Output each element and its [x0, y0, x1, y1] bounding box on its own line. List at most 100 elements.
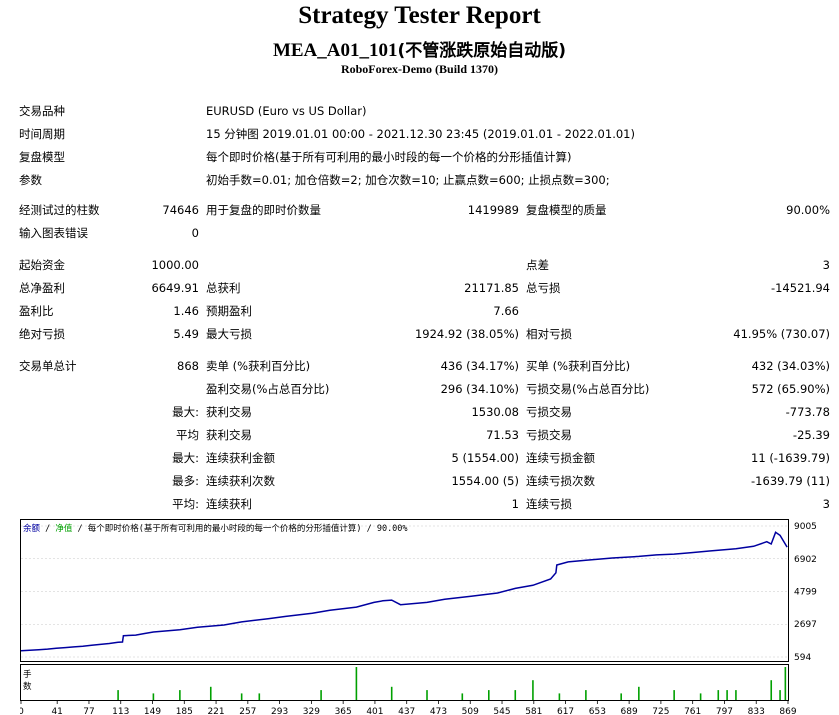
chart-errors-label: 输入图表错误 [19, 226, 88, 240]
x-tick-label: 401 [366, 707, 383, 715]
x-tick-label: 149 [144, 707, 161, 715]
short-positions-value: 436 (34.17%) [440, 359, 519, 373]
profit-trades-label: 盈利交易(%占总百分比) [206, 382, 330, 396]
chart-caption: 余额 / 净值 / 每个即时价格(基于所有可利用的最小时段的每一个价格的分形插值… [23, 522, 408, 534]
max-consecutive-wins-value: 5 (1554.00) [451, 451, 519, 465]
average-consecutive-prefix: 平均: [172, 497, 199, 511]
expert-name-cn: (不管涨跌原始自动版) [397, 41, 567, 61]
x-tick-label: 257 [239, 707, 256, 715]
profit-trades-value: 296 (34.10%) [440, 382, 519, 396]
report-title: Strategy Tester Report [298, 2, 541, 29]
x-tick-label: 653 [589, 707, 606, 715]
expected-payoff-value: 7.66 [493, 304, 519, 318]
absolute-drawdown-value: 5.49 [173, 327, 199, 341]
max-consecutive-wins-label: 连续获利金额 [206, 451, 275, 465]
average-consecutive-wins-label: 连续获利 [206, 497, 252, 511]
short-positions-label: 卖单 (%获利百分比) [206, 359, 311, 373]
plot-frame [20, 519, 789, 662]
y-tick-label: 4799 [794, 588, 817, 598]
largest-loss-label: 亏损交易 [526, 405, 572, 419]
spread-value: 3 [822, 258, 830, 272]
symbol-label: 交易品种 [19, 104, 65, 118]
max-consecutive-profit-value: 1554.00 (5) [451, 474, 519, 488]
period-value: 15 分钟图 2019.01.01 00:00 - 2021.12.30 23:… [206, 127, 635, 141]
gross-profit-value: 21171.85 [464, 281, 519, 295]
absolute-drawdown-label: 绝对亏损 [19, 327, 65, 341]
max-consecutive-profit-label: 连续获利次数 [206, 474, 275, 488]
average-profit-value: 71.53 [486, 428, 519, 442]
maximal-drawdown-value: 1924.92 (38.05%) [414, 327, 519, 341]
x-tick-label: 293 [271, 707, 288, 715]
parameters-value: 初始手数=0.01; 加仓倍数=2; 加仓次数=10; 止赢点数=600; 止损… [206, 173, 610, 187]
largest-loss-value: -773.78 [785, 405, 830, 419]
long-positions-label: 买单 (%获利百分比) [526, 359, 631, 373]
lot-frame [20, 664, 789, 701]
x-tick-label: 869 [779, 707, 796, 715]
gross-profit-label: 总获利 [206, 281, 241, 295]
expected-payoff-label: 预期盈利 [206, 304, 252, 318]
maximal-consecutive-prefix: 最多: [172, 474, 199, 488]
symbol-value: EURUSD (Euro vs US Dollar) [206, 104, 367, 118]
x-tick-label: 365 [335, 707, 352, 715]
total-trades-label: 交易单总计 [19, 359, 77, 373]
report-subtitle: MEA_A01_101(不管涨跌原始自动版) [0, 36, 839, 62]
x-tick-label: 545 [493, 707, 510, 715]
net-profit-label: 总净盈利 [19, 281, 65, 295]
x-tick-label: 437 [398, 707, 415, 715]
period-label: 时间周期 [19, 127, 65, 141]
max-consecutive-losses-label: 连续亏损金额 [526, 451, 595, 465]
caption-description: / 每个即时价格(基于所有可利用的最小时段的每一个价格的分形插值计算) / 90… [72, 524, 408, 534]
y-tick-label: 594 [794, 653, 811, 663]
net-profit-value: 6649.91 [151, 281, 199, 295]
maximal-drawdown-label: 最大亏损 [206, 327, 252, 341]
balance-chart-svg: 9005 6902 4799 2697 594 0 41 77 113 149 185 221 257… [20, 519, 817, 715]
parameters-label: 参数 [19, 173, 42, 187]
total-trades-value: 868 [177, 359, 199, 373]
model-quality-value: 90.00% [786, 203, 830, 217]
x-tick-label: 581 [525, 707, 542, 715]
gross-loss-value: -14521.94 [770, 281, 830, 295]
x-tick-label: 0 [20, 707, 24, 715]
bars-tested-value: 74646 [162, 203, 199, 217]
largest-prefix: 最大: [172, 405, 199, 419]
x-tick-label: 221 [207, 707, 224, 715]
spread-label: 点差 [526, 258, 549, 272]
x-tick-label: 329 [303, 707, 320, 715]
profit-factor-value: 1.46 [173, 304, 199, 318]
ticks-modelled-label: 用于复盘的即时价数量 [206, 203, 321, 217]
profit-factor-label: 盈利比 [19, 304, 54, 318]
chart-errors-value: 0 [191, 226, 199, 240]
x-tick-label: 761 [684, 707, 701, 715]
loss-trades-value: 572 (65.90%) [751, 382, 830, 396]
loss-trades-label: 亏损交易(%占总百分比) [526, 382, 650, 396]
max-consecutive-loss-label: 连续亏损次数 [526, 474, 595, 488]
largest-profit-value: 1530.08 [471, 405, 519, 419]
gross-loss-label: 总亏损 [526, 281, 561, 295]
x-tick-label: 797 [716, 707, 733, 715]
model-quality-label: 复盘模型的质量 [526, 203, 607, 217]
x-tick-label: 617 [557, 707, 574, 715]
caption-separator: / [40, 524, 56, 534]
x-tick-label: 833 [748, 707, 765, 715]
equity-legend: 净值 [55, 524, 73, 534]
average-consecutive-wins-value: 1 [511, 497, 519, 511]
x-tick-label: 77 [83, 707, 94, 715]
expert-name: MEA_A01_101 [272, 40, 398, 61]
x-tick-label: 113 [112, 707, 129, 715]
model-label: 复盘模型 [19, 150, 65, 164]
model-value: 每个即时价格(基于所有可利用的最小时段的每一个价格的分形插值计算) [206, 150, 572, 164]
balance-legend: 余额 [23, 524, 41, 534]
long-positions-value: 432 (34.03%) [751, 359, 830, 373]
average-consecutive-losses-label: 连续亏损 [526, 497, 572, 511]
y-tick-label: 2697 [794, 620, 817, 630]
relative-drawdown-value: 41.95% (730.07) [733, 327, 830, 341]
x-tick-label: 725 [652, 707, 669, 715]
relative-drawdown-label: 相对亏损 [526, 327, 572, 341]
x-tick-label: 41 [51, 707, 62, 715]
max-consecutive-losses-value: 11 (-1639.79) [751, 451, 830, 465]
y-tick-label: 9005 [794, 522, 817, 532]
x-tick-label: 509 [462, 707, 479, 715]
initial-deposit-label: 起始资金 [19, 258, 65, 272]
max-consecutive-loss-value: -1639.79 (11) [751, 474, 830, 488]
ticks-modelled-value: 1419989 [467, 203, 519, 217]
